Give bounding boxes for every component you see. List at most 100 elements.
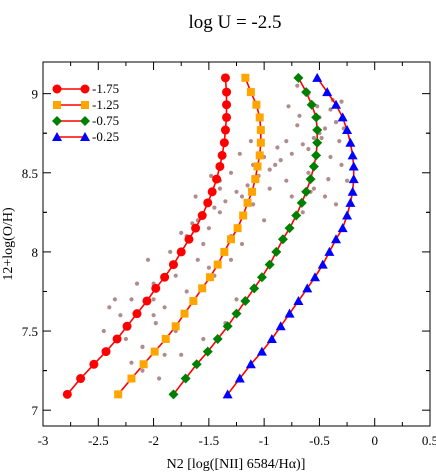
series-point xyxy=(220,73,230,83)
series-1 xyxy=(114,73,265,399)
y-tick-label: 7 xyxy=(32,403,39,418)
legend-marker xyxy=(80,116,90,126)
series-point xyxy=(255,151,264,160)
background-point xyxy=(217,210,222,215)
series-point xyxy=(347,150,358,160)
series-point xyxy=(348,161,359,171)
series-point xyxy=(203,198,213,208)
series-point xyxy=(264,259,275,270)
series-point xyxy=(271,246,282,257)
background-point xyxy=(223,199,228,204)
series-point xyxy=(132,309,142,319)
series-point xyxy=(234,373,245,383)
background-point xyxy=(295,83,300,88)
series-point xyxy=(222,389,233,399)
x-tick-label: 0 xyxy=(371,433,378,448)
background-point xyxy=(123,336,128,342)
background-point xyxy=(239,194,245,199)
series-point xyxy=(207,187,217,197)
series-point xyxy=(127,374,136,383)
background-point xyxy=(101,328,106,334)
series-point xyxy=(331,234,342,244)
series-point xyxy=(198,284,207,293)
background-point xyxy=(333,120,339,125)
series-point xyxy=(122,321,132,331)
series-0 xyxy=(62,73,232,399)
series-point xyxy=(301,87,312,98)
background-point xyxy=(234,297,239,302)
series-point xyxy=(114,390,123,399)
background-point xyxy=(295,123,300,128)
series-point xyxy=(311,150,322,161)
series-point xyxy=(345,197,356,207)
legend-marker xyxy=(53,101,61,109)
background-point xyxy=(201,241,206,247)
series-point xyxy=(312,72,323,82)
background-point xyxy=(184,289,189,294)
background-point xyxy=(326,177,331,182)
series-point xyxy=(256,138,265,147)
background-point xyxy=(153,321,158,326)
series-point xyxy=(243,198,252,207)
series-point xyxy=(245,359,256,369)
series-point xyxy=(112,334,122,344)
background-point xyxy=(209,173,214,178)
series-point xyxy=(212,174,222,184)
series-point xyxy=(191,223,201,233)
series-point xyxy=(312,137,323,148)
series-point xyxy=(291,210,302,221)
series-point xyxy=(220,125,230,135)
background-point xyxy=(239,241,245,247)
y-tick-label: 8 xyxy=(32,245,39,260)
background-point xyxy=(284,178,289,183)
series-point xyxy=(231,308,242,319)
background-point xyxy=(284,139,289,144)
series-point xyxy=(226,235,235,244)
background-point xyxy=(273,162,278,167)
series-line xyxy=(227,77,355,395)
background-point xyxy=(337,139,342,144)
x-tick-label: -1 xyxy=(259,433,270,448)
background-point xyxy=(297,113,302,118)
series-point xyxy=(256,126,265,135)
y-axis-label: 12+log(O/H) xyxy=(1,207,16,281)
background-point xyxy=(286,104,291,109)
legend-item: -0.25 xyxy=(52,129,119,144)
series-point xyxy=(266,333,277,343)
background-point xyxy=(248,139,253,144)
background-point xyxy=(118,313,123,318)
background-point xyxy=(151,297,156,302)
series-point xyxy=(246,88,255,97)
series-point xyxy=(301,186,312,197)
legend-item: -1.75 xyxy=(52,81,119,96)
background-point xyxy=(134,281,140,286)
background-point xyxy=(162,352,167,357)
series-point xyxy=(222,321,233,332)
series-point xyxy=(275,321,286,331)
background-point xyxy=(339,99,344,104)
series-point xyxy=(256,272,267,283)
background-point xyxy=(245,183,250,188)
legend-label: -0.75 xyxy=(92,113,119,128)
background-points xyxy=(101,83,350,381)
background-point xyxy=(228,170,234,175)
series-point xyxy=(284,308,295,318)
background-point xyxy=(179,352,184,357)
series-point xyxy=(308,161,319,172)
series-point xyxy=(277,234,288,245)
series-2 xyxy=(168,72,323,400)
x-tick-label: -2 xyxy=(148,433,159,448)
series-3 xyxy=(222,72,359,399)
x-tick-label: -2.5 xyxy=(88,433,109,448)
y-tick-label: 8.5 xyxy=(22,166,38,181)
background-point xyxy=(339,162,344,167)
series-point xyxy=(255,113,264,122)
background-point xyxy=(151,313,156,318)
background-point xyxy=(322,194,328,199)
series-point xyxy=(191,359,202,370)
background-point xyxy=(289,194,294,199)
series-point xyxy=(213,260,222,269)
background-point xyxy=(168,249,173,254)
background-point xyxy=(311,135,316,141)
